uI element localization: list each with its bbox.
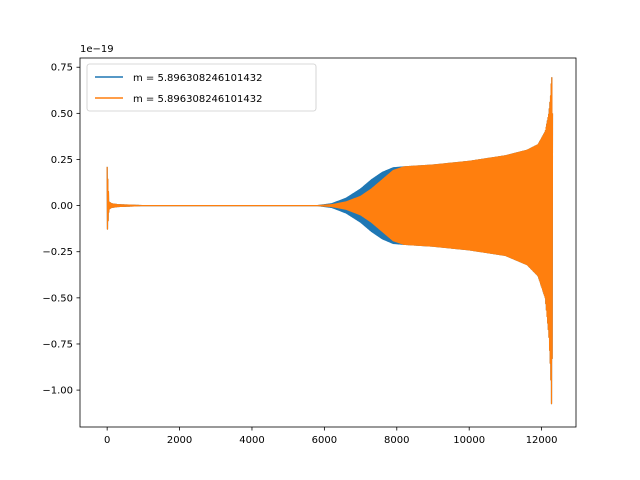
y-axis: 0.75 0.50 0.25 0.00 −0.25 −0.50 −0.75 −1.00 [42,63,80,397]
y-offset-label: 1e−19 [80,44,114,55]
y-tick-label: −0.50 [42,293,73,304]
x-tick-label: 0 [104,435,110,446]
series-line-1 [106,77,554,405]
y-tick-label: 0.25 [51,155,73,166]
x-tick-label: 8000 [384,435,409,446]
y-tick-label: −0.25 [42,247,73,258]
x-axis: 0 2000 4000 6000 8000 10000 12000 [104,427,558,446]
axes-frame [79,57,577,428]
y-tick-label: 0.75 [51,63,73,74]
y-tick-label: 0.50 [51,109,73,120]
legend-box [86,63,317,112]
x-tick-label: 6000 [312,435,337,446]
x-tick-label: 4000 [239,435,264,446]
y-tick-label: 0.00 [51,201,73,212]
x-tick-label: 12000 [526,435,558,446]
legend-label: m = 5.896308246101432 [133,94,262,105]
legend-label: m = 5.896308246101432 [133,73,262,84]
plot-area [106,77,554,405]
x-tick-label: 2000 [167,435,192,446]
y-tick-label: −1.00 [42,386,73,397]
legend: m = 5.896308246101432 m = 5.8963082461014… [86,63,317,112]
y-tick-label: −0.75 [42,339,73,350]
x-tick-label: 10000 [453,435,485,446]
